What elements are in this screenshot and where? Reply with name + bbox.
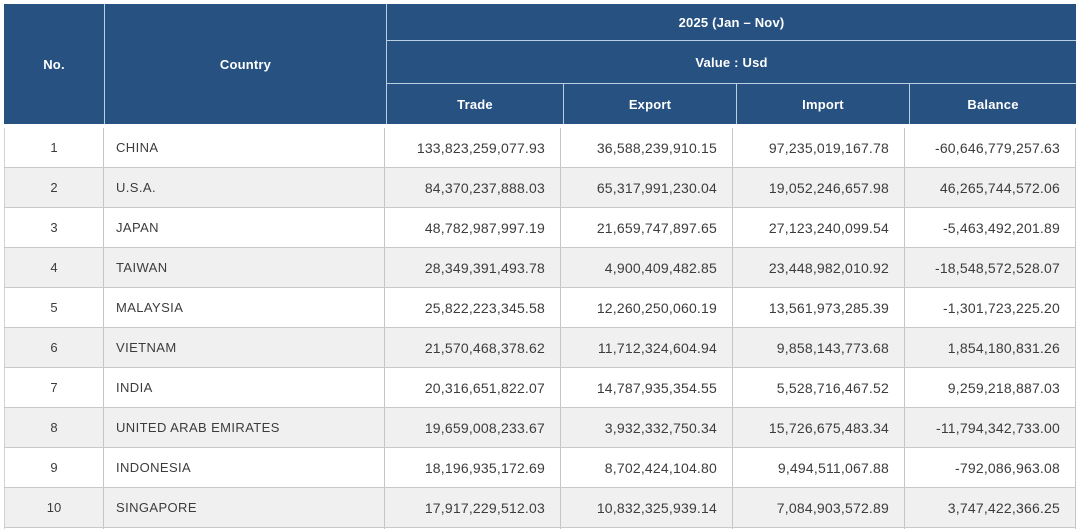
row-export: 11,712,324,604.94 <box>561 328 733 367</box>
table-row: 6 VIETNAM 21,570,468,378.62 11,712,324,6… <box>4 328 1076 368</box>
header-period: 2025 (Jan – Nov) <box>387 4 1076 40</box>
header-import: Import <box>737 84 909 124</box>
table-row: 1 CHINA 133,823,259,077.93 36,588,239,91… <box>4 128 1076 168</box>
row-trade: 18,196,935,172.69 <box>385 448 561 487</box>
row-balance: 9,259,218,887.03 <box>905 368 1076 407</box>
row-no: 4 <box>4 248 104 287</box>
row-export: 36,588,239,910.15 <box>561 128 733 167</box>
row-trade: 48,782,987,997.19 <box>385 208 561 247</box>
row-no: 6 <box>4 328 104 367</box>
header-trade: Trade <box>387 84 563 124</box>
row-import: 9,858,143,773.68 <box>733 328 905 367</box>
header-value-unit: Value : Usd <box>387 41 1076 83</box>
row-country: MALAYSIA <box>104 288 385 327</box>
header-balance: Balance <box>910 84 1076 124</box>
row-export: 14,787,935,354.55 <box>561 368 733 407</box>
row-balance: -60,646,779,257.63 <box>905 128 1076 167</box>
row-balance: -1,301,723,225.20 <box>905 288 1076 327</box>
row-import: 7,084,903,572.89 <box>733 488 905 527</box>
row-trade: 19,659,008,233.67 <box>385 408 561 447</box>
row-country: INDONESIA <box>104 448 385 487</box>
row-no: 2 <box>4 168 104 207</box>
row-balance: -18,548,572,528.07 <box>905 248 1076 287</box>
row-export: 21,659,747,897.65 <box>561 208 733 247</box>
row-country: U.S.A. <box>104 168 385 207</box>
table-row: 7 INDIA 20,316,651,822.07 14,787,935,354… <box>4 368 1076 408</box>
row-import: 5,528,716,467.52 <box>733 368 905 407</box>
row-country: UNITED ARAB EMIRATES <box>104 408 385 447</box>
row-no: 1 <box>4 128 104 167</box>
row-no: 10 <box>4 488 104 527</box>
row-trade: 17,917,229,512.03 <box>385 488 561 527</box>
row-balance: -11,794,342,733.00 <box>905 408 1076 447</box>
row-trade: 20,316,651,822.07 <box>385 368 561 407</box>
row-import: 97,235,019,167.78 <box>733 128 905 167</box>
row-export: 10,832,325,939.14 <box>561 488 733 527</box>
row-import: 27,123,240,099.54 <box>733 208 905 247</box>
row-balance: 46,265,744,572.06 <box>905 168 1076 207</box>
row-country: TAIWAN <box>104 248 385 287</box>
table-row: 4 TAIWAN 28,349,391,493.78 4,900,409,482… <box>4 248 1076 288</box>
row-import: 9,494,511,067.88 <box>733 448 905 487</box>
row-no: 8 <box>4 408 104 447</box>
row-no: 3 <box>4 208 104 247</box>
header-country: Country <box>105 4 386 124</box>
row-export: 65,317,991,230.04 <box>561 168 733 207</box>
row-country: SINGAPORE <box>104 488 385 527</box>
row-country: VIETNAM <box>104 328 385 367</box>
table-header: No. Country 2025 (Jan – Nov) Value : Usd… <box>4 4 1076 124</box>
row-import: 23,448,982,010.92 <box>733 248 905 287</box>
row-export: 4,900,409,482.85 <box>561 248 733 287</box>
row-trade: 25,822,223,345.58 <box>385 288 561 327</box>
header-export: Export <box>564 84 736 124</box>
row-trade: 28,349,391,493.78 <box>385 248 561 287</box>
table-row: 3 JAPAN 48,782,987,997.19 21,659,747,897… <box>4 208 1076 248</box>
row-balance: -792,086,963.08 <box>905 448 1076 487</box>
row-no: 9 <box>4 448 104 487</box>
row-country: CHINA <box>104 128 385 167</box>
row-import: 13,561,973,285.39 <box>733 288 905 327</box>
row-balance: 3,747,422,366.25 <box>905 488 1076 527</box>
table-row: 9 INDONESIA 18,196,935,172.69 8,702,424,… <box>4 448 1076 488</box>
header-no: No. <box>4 4 104 124</box>
row-no: 7 <box>4 368 104 407</box>
row-no: 5 <box>4 288 104 327</box>
row-import: 15,726,675,483.34 <box>733 408 905 447</box>
row-balance: -5,463,492,201.89 <box>905 208 1076 247</box>
table-row: 8 UNITED ARAB EMIRATES 19,659,008,233.67… <box>4 408 1076 448</box>
table-row: 2 U.S.A. 84,370,237,888.03 65,317,991,23… <box>4 168 1076 208</box>
table-row: 5 MALAYSIA 25,822,223,345.58 12,260,250,… <box>4 288 1076 328</box>
row-country: JAPAN <box>104 208 385 247</box>
table-row: 10 SINGAPORE 17,917,229,512.03 10,832,32… <box>4 488 1076 528</box>
row-trade: 84,370,237,888.03 <box>385 168 561 207</box>
row-export: 8,702,424,104.80 <box>561 448 733 487</box>
row-trade: 133,823,259,077.93 <box>385 128 561 167</box>
row-trade: 21,570,468,378.62 <box>385 328 561 367</box>
row-import: 19,052,246,657.98 <box>733 168 905 207</box>
row-export: 12,260,250,060.19 <box>561 288 733 327</box>
row-balance: 1,854,180,831.26 <box>905 328 1076 367</box>
row-export: 3,932,332,750.34 <box>561 408 733 447</box>
row-country: INDIA <box>104 368 385 407</box>
